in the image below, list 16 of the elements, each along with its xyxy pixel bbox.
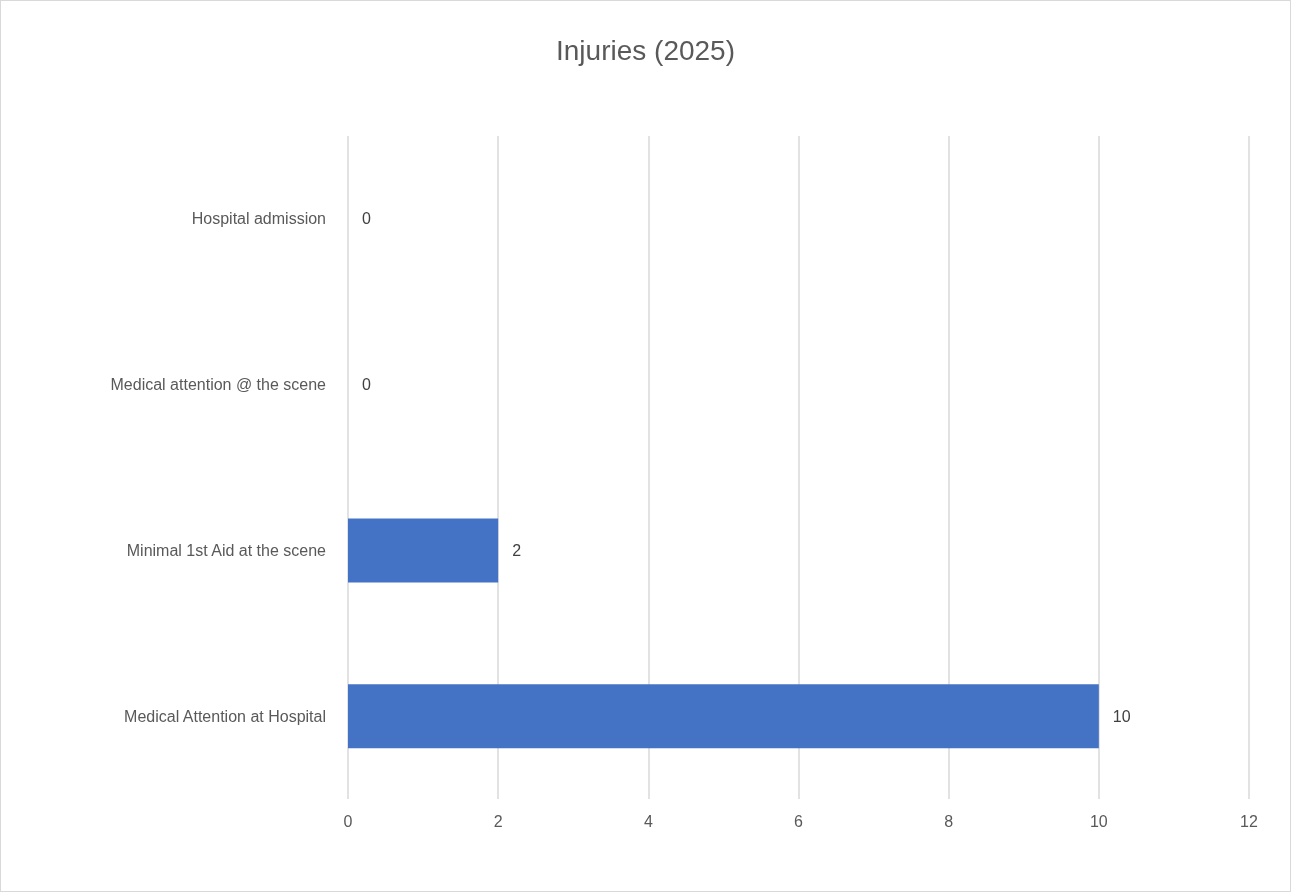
data-label: 0 xyxy=(362,210,371,228)
x-tick-label: 2 xyxy=(493,812,503,830)
data-label: 0 xyxy=(362,376,371,394)
x-tick-label: 4 xyxy=(643,812,653,830)
chart-title: Injuries (2025) xyxy=(556,34,735,66)
y-tick-label: Medical Attention at Hospital xyxy=(124,707,326,725)
y-tick-label: Hospital admission xyxy=(191,210,326,228)
y-tick-label: Minimal 1st Aid at the scene xyxy=(126,541,327,559)
x-tick-label: 0 xyxy=(343,812,353,830)
x-tick-label: 10 xyxy=(1089,812,1108,830)
x-tick-label: 8 xyxy=(944,812,954,830)
x-tick-label: 6 xyxy=(794,812,804,830)
x-tick-label: 12 xyxy=(1240,812,1258,830)
y-tick-label: Medical attention @ the scene xyxy=(110,376,327,394)
data-label: 10 xyxy=(1112,707,1131,725)
data-label: 2 xyxy=(512,541,522,559)
